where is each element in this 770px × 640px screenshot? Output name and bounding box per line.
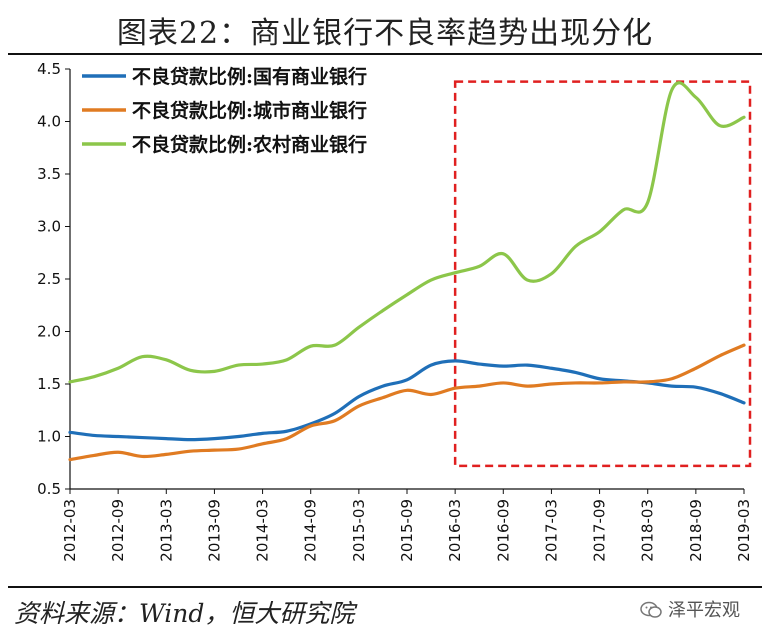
x-tick-label: 2015-03 bbox=[350, 499, 368, 562]
x-tick-label: 2013-03 bbox=[157, 499, 175, 562]
x-tick-label: 2015-09 bbox=[398, 499, 416, 562]
bottom-rule bbox=[8, 586, 762, 588]
wechat-icon bbox=[640, 601, 662, 618]
y-tick-label: 3.0 bbox=[37, 218, 61, 236]
watermark-text: 泽平宏观 bbox=[668, 600, 740, 621]
series-lines bbox=[68, 81, 746, 462]
x-tick-label: 2012-03 bbox=[61, 499, 79, 562]
y-tick-label: 4.0 bbox=[37, 113, 61, 131]
legend-label-guoyou: 不良贷款比例:国有商业银行 bbox=[132, 65, 367, 88]
x-tick-label: 2013-09 bbox=[205, 499, 223, 562]
x-tick-label: 2016-09 bbox=[494, 499, 512, 562]
chart-axes: 0.5 1.0 1.5 2.0 2.5 3.0 3.5 4.0 4.5 2012-03 2012-0… bbox=[37, 60, 753, 562]
legend-label-chengshi: 不良贷款比例:城市商业银行 bbox=[132, 99, 367, 122]
highlight-box bbox=[453, 80, 752, 468]
y-tick-label: 0.5 bbox=[37, 480, 61, 498]
x-tick-label: 2018-03 bbox=[639, 499, 657, 562]
y-tick-label: 1.0 bbox=[37, 428, 61, 446]
x-tick-label: 2016-03 bbox=[446, 499, 464, 562]
x-tick-label: 2012-09 bbox=[109, 499, 127, 562]
y-tick-label: 2.0 bbox=[37, 323, 61, 341]
x-tick-label: 2014-03 bbox=[254, 499, 272, 562]
x-tick-label: 2017-03 bbox=[542, 499, 560, 562]
x-tick-label: 2014-09 bbox=[302, 499, 320, 562]
x-tick-label: 2017-09 bbox=[591, 499, 609, 562]
watermark: 泽平宏观 bbox=[640, 596, 740, 622]
legend-label-nongcun: 不良贷款比例:农村商业银行 bbox=[132, 133, 367, 156]
series-line-nongcun bbox=[68, 81, 746, 384]
y-tick-label: 3.5 bbox=[37, 165, 61, 183]
source-note: 资料来源：Wind，恒大研究院 bbox=[14, 599, 355, 628]
highlight-box-group bbox=[453, 80, 752, 468]
y-tick-label: 4.5 bbox=[37, 60, 61, 78]
x-tick-label: 2019-03 bbox=[735, 499, 753, 562]
series-line-chengshi bbox=[68, 343, 746, 462]
y-tick-label: 1.5 bbox=[37, 375, 61, 393]
line-chart: 0.5 1.0 1.5 2.0 2.5 3.0 3.5 4.0 4.5 2012-03 2012-0… bbox=[37, 60, 753, 562]
top-rule bbox=[8, 53, 762, 55]
chart-title: 图表22：商业银行不良率趋势出现分化 bbox=[116, 16, 654, 51]
x-tick-label: 2018-09 bbox=[687, 499, 705, 562]
series-line-guoyou bbox=[68, 359, 746, 442]
y-tick-label: 2.5 bbox=[37, 270, 61, 288]
